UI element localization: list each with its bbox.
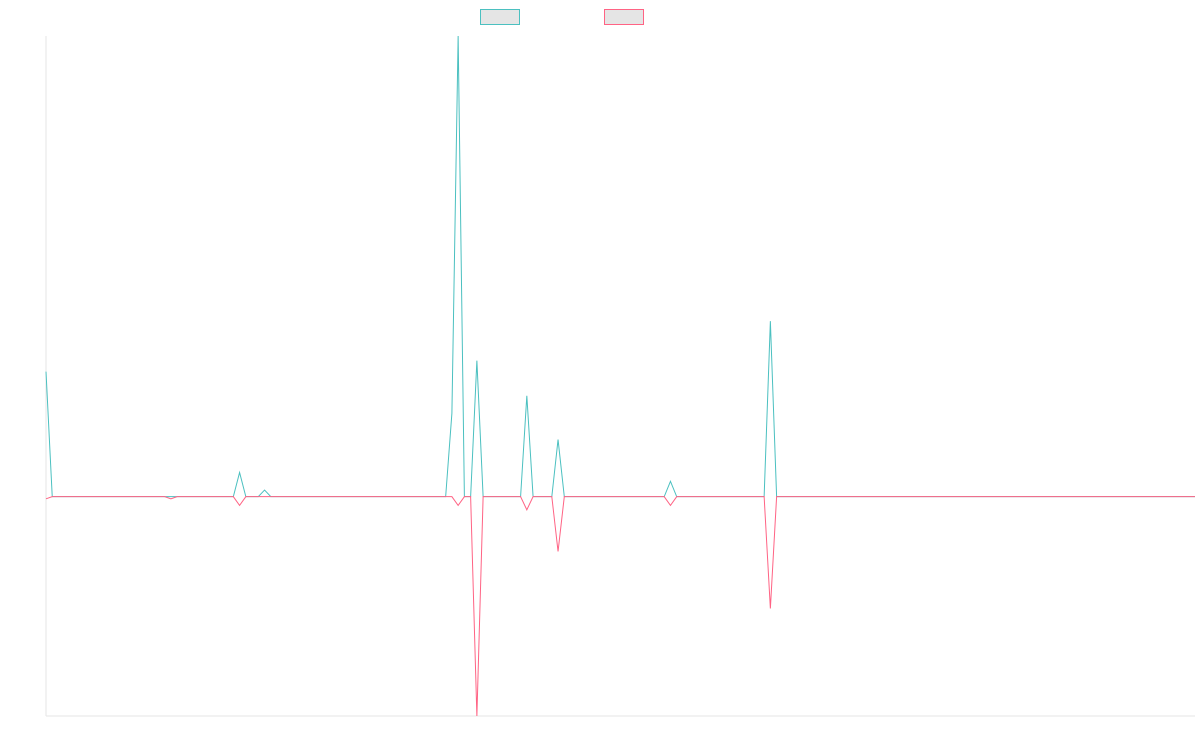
legend-swatch-series-2[interactable] bbox=[604, 9, 644, 25]
legend-swatch-series-1[interactable] bbox=[480, 9, 520, 25]
series-layer bbox=[45, 35, 1195, 717]
series-2-line bbox=[45, 496, 1195, 717]
series-1-line bbox=[45, 35, 1195, 498]
